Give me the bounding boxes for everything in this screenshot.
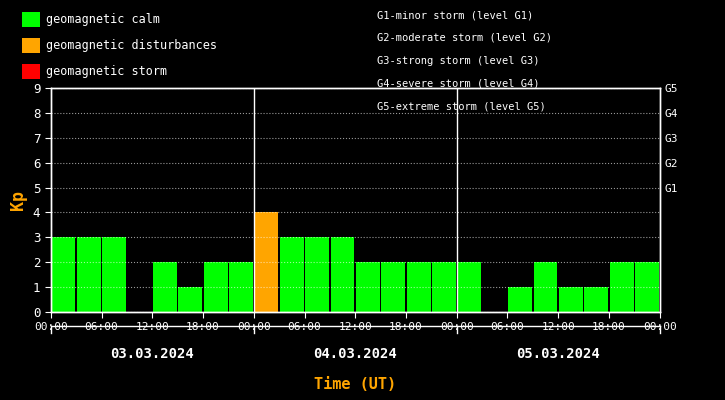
Bar [559,287,583,312]
Bar [178,287,202,312]
Bar [229,262,253,312]
Text: 05.03.2024: 05.03.2024 [516,347,600,361]
Bar [254,212,278,312]
Text: geomagnetic storm: geomagnetic storm [46,65,167,78]
Bar [204,262,228,312]
Text: 03.03.2024: 03.03.2024 [110,347,194,361]
Text: G4-severe storm (level G4): G4-severe storm (level G4) [377,78,539,88]
Bar [432,262,456,312]
Text: G5-extreme storm (level G5): G5-extreme storm (level G5) [377,101,546,111]
Text: G2-moderate storm (level G2): G2-moderate storm (level G2) [377,33,552,43]
Bar [102,237,126,312]
Bar [356,262,380,312]
Text: geomagnetic disturbances: geomagnetic disturbances [46,39,217,52]
Bar [457,262,481,312]
Text: G1-minor storm (level G1): G1-minor storm (level G1) [377,10,534,20]
Bar [508,287,532,312]
Bar [153,262,177,312]
Text: geomagnetic calm: geomagnetic calm [46,13,160,26]
Bar [51,237,75,312]
Bar [584,287,608,312]
Bar [635,262,659,312]
Text: Time (UT): Time (UT) [314,377,397,392]
Bar [610,262,634,312]
Bar [407,262,431,312]
Bar [305,237,329,312]
Text: 04.03.2024: 04.03.2024 [313,347,397,361]
Bar [280,237,304,312]
Bar [534,262,558,312]
Bar [381,262,405,312]
Y-axis label: Kp: Kp [9,190,28,210]
Bar [77,237,101,312]
Bar [331,237,355,312]
Text: G3-strong storm (level G3): G3-strong storm (level G3) [377,56,539,66]
